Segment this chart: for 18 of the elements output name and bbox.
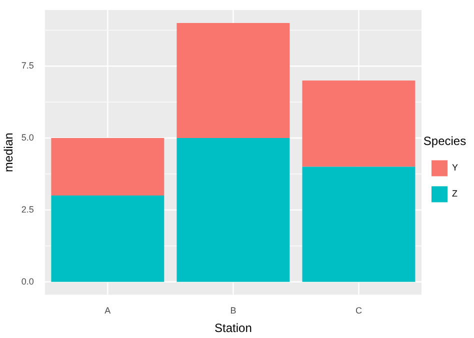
legend-title: Species <box>423 134 466 148</box>
y-axis-title: median <box>2 132 16 172</box>
y-tick-label: 7.5 <box>21 60 34 71</box>
bar <box>176 22 290 138</box>
y-tick-label: 5.0 <box>21 132 34 142</box>
bar <box>51 138 164 196</box>
bar <box>302 166 416 282</box>
legend-label: Y <box>452 162 458 173</box>
bar <box>302 80 416 167</box>
legend-label: Z <box>452 188 458 199</box>
bar <box>51 196 164 282</box>
x-tick-label: A <box>104 306 111 316</box>
x-tick-label: B <box>230 306 236 316</box>
bar <box>176 138 290 282</box>
y-tick-label: 2.5 <box>21 204 34 214</box>
x-axis-title: Station <box>214 321 252 336</box>
x-tick-label: C <box>355 306 362 316</box>
y-tick-label: 0.0 <box>21 276 34 286</box>
